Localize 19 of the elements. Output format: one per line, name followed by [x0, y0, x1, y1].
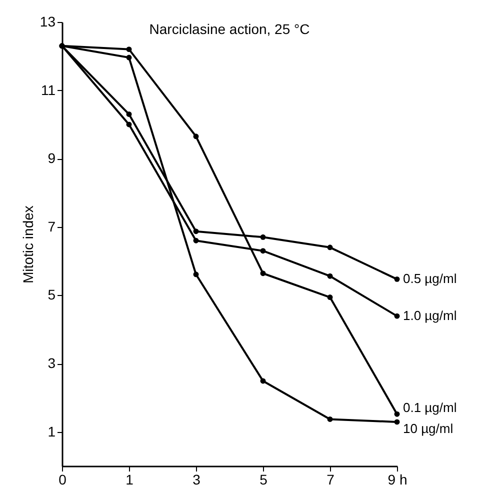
y-axis-title: Mitotic index: [20, 206, 36, 284]
y-tick-label: 1: [48, 423, 56, 440]
y-tick-label: 9: [48, 150, 56, 166]
x-tick-label: 1: [126, 472, 134, 486]
y-tick-label: 7: [48, 218, 56, 234]
series-label: 1.0 µg/ml: [403, 308, 457, 324]
y-tick-label: 13: [40, 14, 56, 30]
chart-title: Narciclasine action, 25 °C: [149, 21, 310, 37]
x-tick-label: 9 h: [388, 472, 408, 486]
x-tick-label: 5: [260, 472, 268, 486]
series-label: 0.1 µg/ml: [403, 400, 457, 416]
x-tick-label: 0: [58, 472, 67, 486]
x-tick-label: 7: [326, 472, 335, 486]
series-label: 10 µg/ml: [403, 420, 454, 436]
y-tick-label: 5: [48, 286, 56, 303]
x-tick-label: 3: [192, 472, 201, 486]
y-tick-label: 3: [48, 355, 56, 372]
y-tick-label: 11: [40, 82, 56, 98]
series-label: 0.5 µg/ml: [403, 271, 457, 286]
